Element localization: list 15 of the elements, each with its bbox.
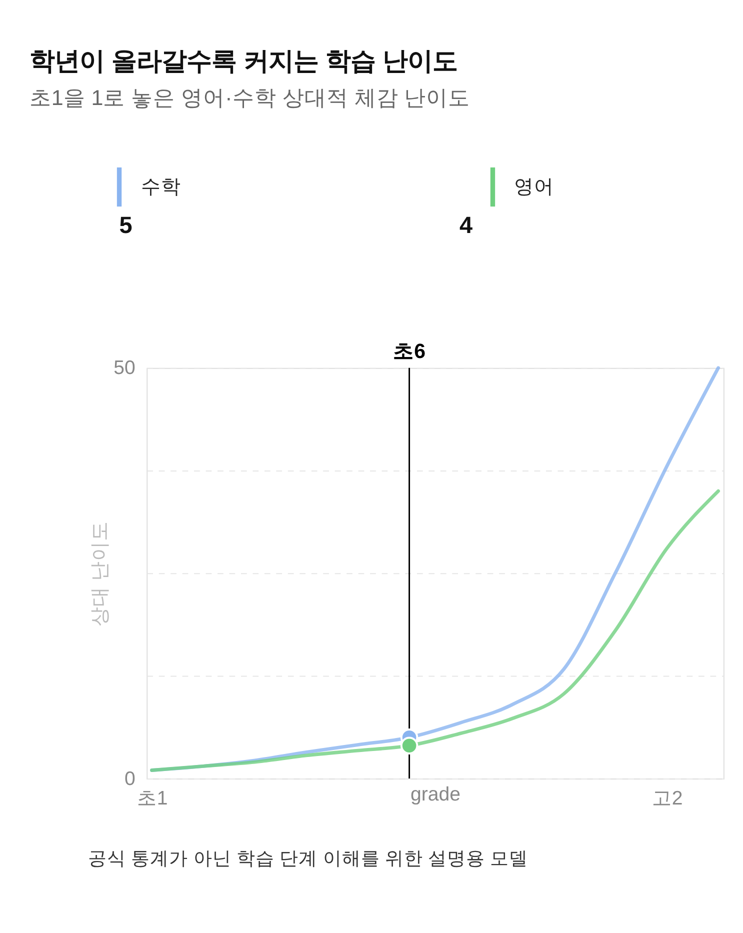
x-tick-label: 초1 [136,787,168,810]
x-tick-label: 고2 [652,787,683,810]
text: 5 [119,212,132,238]
x-tick-label: 초6 [393,340,426,364]
line-series [150,489,720,772]
y-tick-label: 0 [124,768,136,790]
legend-label: 수학 [140,176,181,198]
text: 4 [459,212,473,238]
y-axis-title: 상대 난이도 [88,520,111,626]
chart-subtitle: 초1을 1로 놓은 영어·수학 상대적 체감 난이도 [29,86,470,110]
chart-title: 학년이 올라갈수록 커지는 학습 난이도 [29,48,458,76]
legend-label: 영어 [514,176,554,198]
text: 공식 통계가 아닌 학습 단계 이해를 위한 설명용 모델 [88,847,528,868]
x-axis-title: grade [410,783,461,806]
y-tick-label: 50 [114,357,136,380]
